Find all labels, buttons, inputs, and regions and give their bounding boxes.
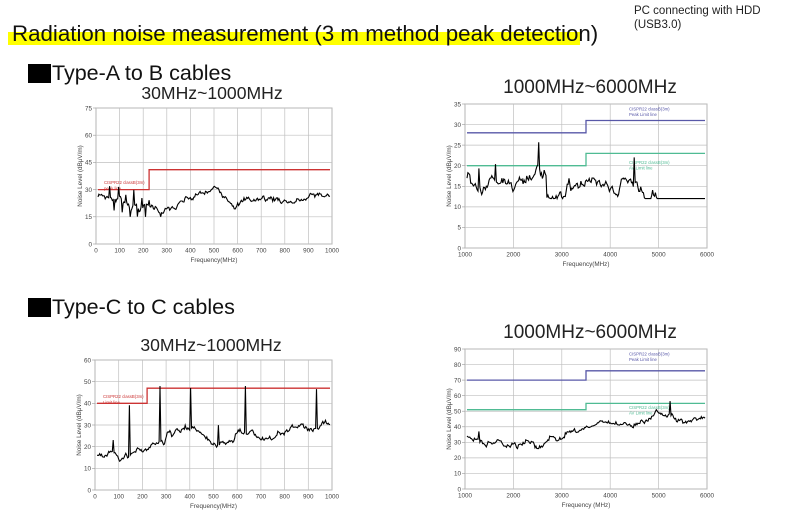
svg-text:30MHz~1000MHz: 30MHz~1000MHz — [140, 335, 281, 355]
svg-text:900: 900 — [303, 248, 314, 255]
svg-text:400: 400 — [185, 248, 196, 255]
svg-text:40: 40 — [84, 401, 92, 408]
svg-text:5000: 5000 — [652, 252, 667, 259]
svg-text:200: 200 — [137, 494, 148, 501]
svg-text:500: 500 — [209, 248, 220, 255]
svg-text:0: 0 — [87, 487, 91, 494]
svg-text:15: 15 — [454, 184, 462, 191]
svg-text:60: 60 — [85, 133, 93, 140]
svg-text:300: 300 — [161, 494, 172, 501]
svg-text:0: 0 — [88, 241, 92, 248]
svg-text:40: 40 — [454, 424, 462, 431]
svg-text:Noise Level (dBμV/m): Noise Level (dBμV/m) — [446, 145, 453, 206]
svg-text:Frequency (MHz): Frequency (MHz) — [562, 502, 611, 509]
svg-text:2000: 2000 — [506, 493, 521, 500]
svg-text:30MHz~1000MHz: 30MHz~1000MHz — [141, 83, 282, 103]
svg-text:1000: 1000 — [325, 494, 340, 501]
svg-text:Noise Level (dBμV/m): Noise Level (dBμV/m) — [76, 394, 83, 455]
svg-text:(USB3.0): (USB3.0) — [634, 19, 681, 31]
svg-text:2000: 2000 — [506, 252, 521, 259]
svg-text:50: 50 — [84, 379, 92, 386]
svg-text:1000MHz~6000MHz: 1000MHz~6000MHz — [503, 77, 677, 98]
svg-text:Peak Limit line: Peak Limit line — [629, 112, 658, 117]
svg-text:6000: 6000 — [700, 493, 715, 500]
svg-text:100: 100 — [113, 494, 124, 501]
svg-text:50: 50 — [454, 409, 462, 416]
svg-text:Type-C to C cables: Type-C to C cables — [52, 295, 235, 319]
svg-text:80: 80 — [454, 362, 462, 369]
svg-text:700: 700 — [256, 248, 267, 255]
svg-text:20: 20 — [454, 455, 462, 462]
svg-text:0: 0 — [94, 248, 98, 255]
svg-text:6000: 6000 — [700, 252, 715, 259]
svg-text:45: 45 — [85, 160, 93, 167]
svg-text:CISPR22 classB(3m): CISPR22 classB(3m) — [103, 394, 144, 399]
svg-text:15: 15 — [85, 214, 93, 221]
svg-text:10: 10 — [84, 466, 92, 473]
svg-text:PC connecting with HDD: PC connecting with HDD — [634, 5, 761, 17]
svg-text:60: 60 — [84, 357, 92, 364]
svg-text:CISPR22 classB(3m): CISPR22 classB(3m) — [629, 107, 670, 112]
svg-text:Frequency(MHz): Frequency(MHz) — [191, 257, 238, 264]
svg-text:35: 35 — [454, 101, 462, 108]
svg-text:20: 20 — [84, 444, 92, 451]
svg-text:900: 900 — [303, 494, 314, 501]
svg-text:60: 60 — [454, 393, 462, 400]
svg-text:800: 800 — [279, 494, 290, 501]
svg-text:500: 500 — [208, 494, 219, 501]
svg-text:300: 300 — [162, 248, 173, 255]
svg-text:CISPR22 classB(3m): CISPR22 classB(3m) — [104, 180, 145, 185]
svg-text:CISPR22 classB(3m): CISPR22 classB(3m) — [629, 160, 670, 165]
svg-text:Noise Level (dBμV/m): Noise Level (dBμV/m) — [77, 145, 84, 206]
svg-text:Limit line: Limit line — [103, 400, 121, 405]
svg-text:3000: 3000 — [555, 252, 570, 259]
svg-text:1000: 1000 — [458, 252, 473, 259]
svg-text:Frequency(MHz): Frequency(MHz) — [563, 261, 610, 268]
svg-text:1000: 1000 — [458, 493, 473, 500]
svg-text:5: 5 — [457, 225, 461, 232]
svg-text:1000MHz~6000MHz: 1000MHz~6000MHz — [503, 322, 677, 343]
svg-text:5000: 5000 — [652, 493, 667, 500]
svg-text:3000: 3000 — [555, 493, 570, 500]
svg-text:30: 30 — [85, 187, 93, 194]
svg-text:600: 600 — [232, 494, 243, 501]
svg-text:AV Limit line: AV Limit line — [629, 411, 653, 416]
svg-text:70: 70 — [454, 377, 462, 384]
svg-text:30: 30 — [84, 422, 92, 429]
svg-text:30: 30 — [454, 122, 462, 129]
svg-text:75: 75 — [85, 105, 93, 112]
svg-text:600: 600 — [232, 248, 243, 255]
svg-text:Type-A to B cables: Type-A to B cables — [52, 61, 231, 85]
svg-text:Peak Limit line: Peak Limit line — [629, 357, 658, 362]
svg-text:10: 10 — [454, 471, 462, 478]
svg-text:4000: 4000 — [603, 493, 618, 500]
svg-text:Frequency(MHz): Frequency(MHz) — [190, 503, 237, 510]
svg-text:20: 20 — [454, 163, 462, 170]
svg-text:90: 90 — [454, 346, 462, 353]
svg-text:CISPR22 classB(3m): CISPR22 classB(3m) — [629, 405, 670, 410]
svg-text:10: 10 — [454, 204, 462, 211]
svg-text:4000: 4000 — [603, 252, 618, 259]
svg-text:30: 30 — [454, 440, 462, 447]
svg-text:25: 25 — [454, 142, 462, 149]
svg-text:Radiation noise measurement (3: Radiation noise measurement (3 m method … — [12, 21, 598, 46]
svg-text:CISPR22 classB(3m): CISPR22 classB(3m) — [629, 352, 670, 357]
svg-text:800: 800 — [280, 248, 291, 255]
svg-text:700: 700 — [256, 494, 267, 501]
svg-text:0: 0 — [93, 494, 97, 501]
svg-text:200: 200 — [138, 248, 149, 255]
svg-text:AV Limit line: AV Limit line — [629, 166, 653, 171]
svg-text:400: 400 — [185, 494, 196, 501]
svg-text:100: 100 — [114, 248, 125, 255]
svg-text:1000: 1000 — [325, 248, 340, 255]
svg-text:Noise Level (dBμV/m): Noise Level (dBμV/m) — [446, 388, 453, 449]
